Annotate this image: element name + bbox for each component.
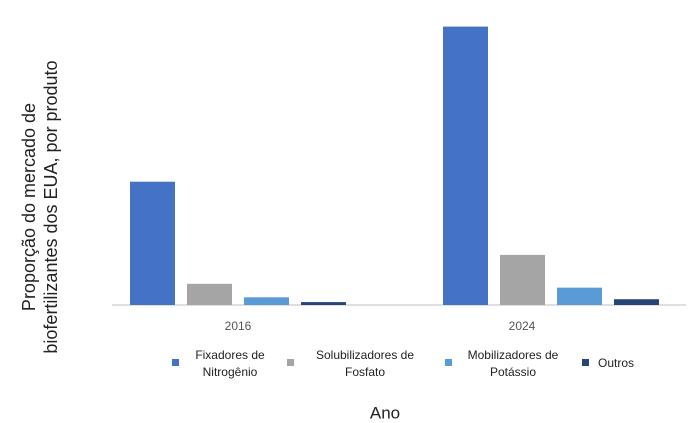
legend-label: Fixadores de Nitrogênio [195,348,265,379]
x-tick-label: 2024 [509,319,536,333]
bar [187,283,232,305]
bar [301,302,346,305]
legend-swatch [445,359,452,366]
x-tick-label: 2016 [225,319,252,333]
legend-swatch [287,359,294,366]
legend-swatch [172,359,179,366]
bar [500,254,545,305]
legend-label: Mobilizadores de Potássio [467,348,559,379]
bar [557,287,602,305]
legend-swatch [582,359,589,366]
x-axis-label: Ano [370,403,400,422]
legend-label: Solubilizadores de Fosfato [315,348,415,379]
bar [244,297,289,305]
legend-label: Outros [597,356,634,370]
bar [130,181,175,305]
bar [614,299,659,305]
y-axis-label: Proporção do mercado de biofertilizantes… [19,60,61,354]
bar [443,26,488,305]
